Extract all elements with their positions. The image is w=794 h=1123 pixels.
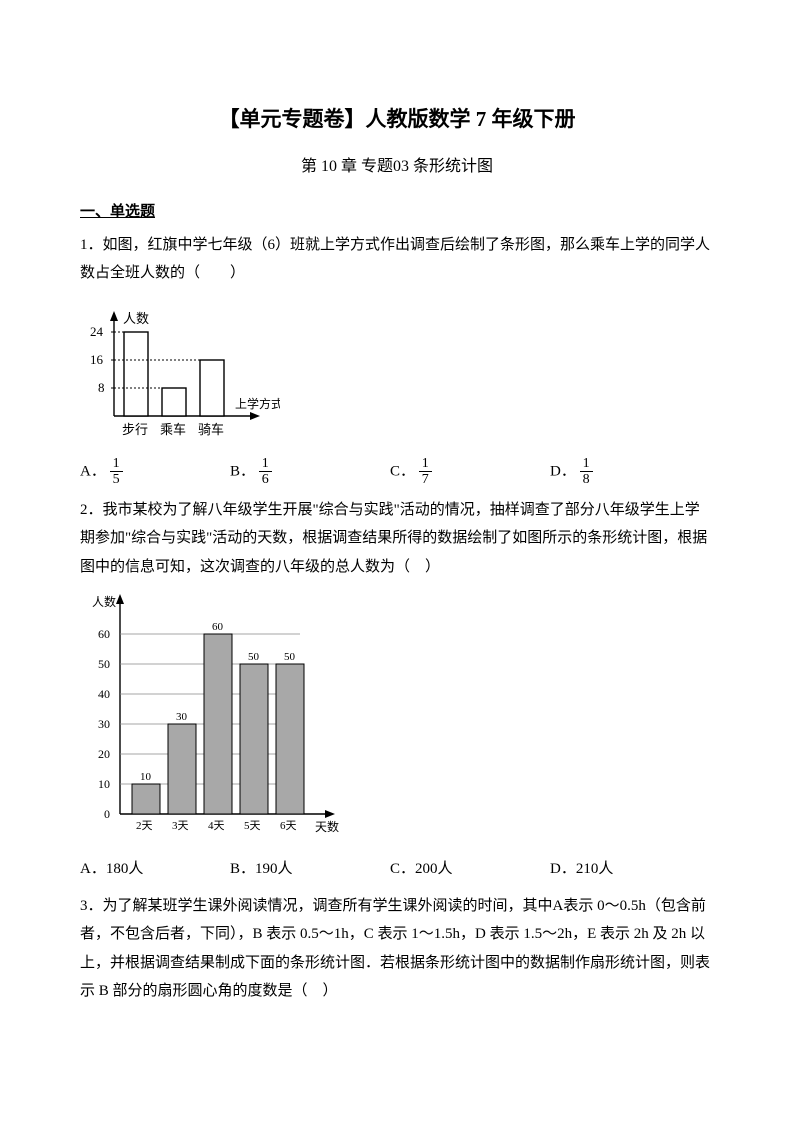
chart1-cat-1: 步行 bbox=[122, 422, 148, 437]
chart2-cat-1: 2天 bbox=[136, 820, 153, 832]
chart2-val-5: 50 bbox=[284, 651, 296, 663]
question-2: 2．我市某校为了解八年级学生开展"综合与实践"活动的情况，抽样调查了部分八年级学… bbox=[80, 496, 714, 582]
page-subtitle: 第 10 章 专题03 条形统计图 bbox=[80, 152, 714, 182]
chart2-cat-5: 6天 bbox=[280, 820, 297, 832]
chart2-yt-0: 0 bbox=[104, 807, 110, 821]
option-c: C． 17 bbox=[390, 456, 550, 488]
option-b-den: 6 bbox=[259, 472, 272, 487]
chart1-cat-3: 骑车 bbox=[198, 422, 224, 437]
option-d: D． 18 bbox=[550, 456, 593, 488]
q2-options: A．180人 B．190人 C．200人 D．210人 bbox=[80, 855, 714, 884]
option-d-label: D． bbox=[550, 463, 576, 479]
option-d: D．210人 bbox=[550, 855, 613, 884]
chart2-cat-2: 3天 bbox=[172, 820, 189, 832]
chart1-xlabel: 上学方式 bbox=[235, 396, 280, 411]
option-c-label: C． bbox=[390, 463, 415, 479]
chart1-ylabel: 人数 bbox=[123, 311, 149, 326]
chart1-ytick-8: 8 bbox=[98, 380, 105, 395]
chart1-cat-2: 乘车 bbox=[160, 422, 186, 437]
chart2-xlabel: 天数 bbox=[315, 819, 339, 834]
chart2-yt-50: 50 bbox=[98, 657, 110, 671]
chart2-cat-3: 4天 bbox=[208, 820, 225, 832]
option-d-num: 1 bbox=[580, 456, 593, 472]
option-a: A． 15 bbox=[80, 456, 230, 488]
chart2-val-4: 50 bbox=[248, 651, 260, 663]
option-c-num: 1 bbox=[419, 456, 432, 472]
option-a-num: 1 bbox=[110, 456, 123, 472]
chart-q1: 人数 上学方式 24 16 8 步行 乘车 骑车 bbox=[80, 296, 280, 446]
option-b-label: B． bbox=[230, 463, 255, 479]
option-c: C．200人 bbox=[390, 855, 550, 884]
chart2-cat-4: 5天 bbox=[244, 820, 261, 832]
chart2-yt-40: 40 bbox=[98, 687, 110, 701]
chart2-val-2: 30 bbox=[176, 711, 188, 723]
option-a: A．180人 bbox=[80, 855, 230, 884]
chart2-yt-30: 30 bbox=[98, 717, 110, 731]
option-b-num: 1 bbox=[259, 456, 272, 472]
chart2-ylabel: 人数 bbox=[92, 594, 116, 609]
option-c-den: 7 bbox=[419, 472, 432, 487]
option-b: B． 16 bbox=[230, 456, 390, 488]
chart1-ytick-16: 16 bbox=[90, 352, 104, 367]
option-b: B．190人 bbox=[230, 855, 390, 884]
chart2-val-3: 60 bbox=[212, 621, 224, 633]
chart2-val-1: 10 bbox=[140, 771, 152, 783]
chart2-yt-10: 10 bbox=[98, 777, 110, 791]
q1-options: A． 15 B． 16 C． 17 D． 18 bbox=[80, 456, 714, 488]
chart1-ytick-24: 24 bbox=[90, 324, 104, 339]
question-1: 1．如图，红旗中学七年级（6）班就上学方式作出调查后绘制了条形图，那么乘车上学的… bbox=[80, 231, 714, 288]
section-heading: 一、单选题 bbox=[80, 198, 714, 227]
chart2-yt-60: 60 bbox=[98, 627, 110, 641]
chart-q2: 人数 天数 0 10 20 30 40 50 60 10 30 60 50 50… bbox=[80, 589, 360, 849]
option-d-den: 8 bbox=[580, 472, 593, 487]
option-a-den: 5 bbox=[110, 472, 123, 487]
page-title: 【单元专题卷】人教版数学 7 年级下册 bbox=[80, 100, 714, 140]
option-a-label: A． bbox=[80, 463, 106, 479]
question-3: 3．为了解某班学生课外阅读情况，调查所有学生课外阅读的时间，其中A表示 0～0.… bbox=[80, 892, 714, 1006]
chart2-yt-20: 20 bbox=[98, 747, 110, 761]
